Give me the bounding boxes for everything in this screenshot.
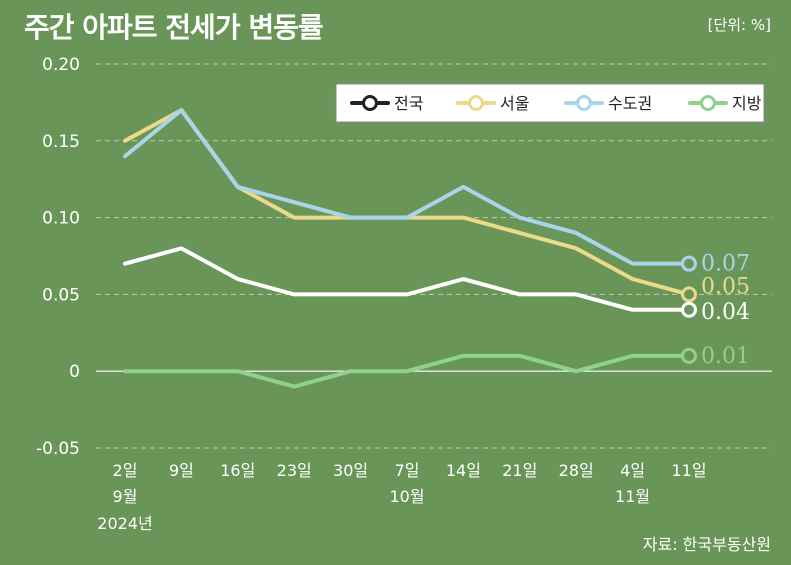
end-label: 0.04 — [701, 300, 750, 325]
legend-swatch-marker — [362, 95, 378, 111]
x-sublabel: 10월 — [389, 487, 424, 506]
x-tick-label: 23일 — [277, 461, 312, 480]
legend: 전국 서울 수도권 지방 — [335, 83, 765, 123]
end-label: 0.07 — [701, 252, 750, 277]
y-tick-label: 0.10 — [42, 209, 80, 229]
x-tick-label: 2일 — [113, 461, 138, 480]
y-tick-label: 0.05 — [42, 285, 80, 305]
x-tick-label: 14일 — [446, 461, 481, 480]
y-tick-label: -0.05 — [36, 439, 80, 459]
legend-swatch-marker — [576, 95, 592, 111]
legend-label: 서울 — [500, 94, 529, 113]
legend-label: 전국 — [394, 94, 423, 113]
chart-title: 주간 아파트 전세가 변동률 — [24, 11, 324, 44]
y-tick-label: 0 — [69, 362, 80, 382]
legend-swatch-marker — [700, 95, 716, 111]
end-marker-1 — [681, 286, 697, 303]
legend-swatch-marker — [468, 95, 484, 111]
series-line-3 — [123, 353, 691, 389]
end-marker-0 — [681, 301, 697, 318]
x-tick-label: 11일 — [671, 461, 706, 480]
y-tick-label: 0.20 — [42, 55, 80, 75]
legend-label: 지방 — [732, 94, 762, 113]
legend-label: 수도권 — [608, 94, 652, 113]
x-sublabel: 2024년 — [97, 514, 152, 533]
end-label: 0.05 — [701, 274, 750, 299]
x-tick-label: 4일 — [620, 461, 645, 480]
end-marker-3 — [681, 347, 697, 364]
end-label: 0.01 — [701, 344, 750, 369]
series-line-1 — [123, 108, 691, 297]
x-tick-label: 21일 — [502, 461, 537, 480]
x-tick-label: 28일 — [559, 461, 594, 480]
x-tick-label: 30일 — [333, 461, 368, 480]
series-line-0 — [123, 246, 691, 312]
y-tick-label: 0.15 — [42, 132, 80, 152]
x-tick-label: 9일 — [169, 461, 194, 480]
unit-label: [단위: %] — [707, 16, 771, 34]
source-label: 자료: 한국부동산원 — [642, 535, 771, 554]
series-line-2 — [123, 108, 691, 266]
x-sublabel: 9월 — [113, 487, 138, 506]
end-marker-2 — [681, 255, 697, 272]
x-tick-label: 7일 — [395, 461, 420, 480]
x-tick-label: 16일 — [220, 461, 255, 480]
x-sublabel: 11월 — [615, 487, 650, 506]
